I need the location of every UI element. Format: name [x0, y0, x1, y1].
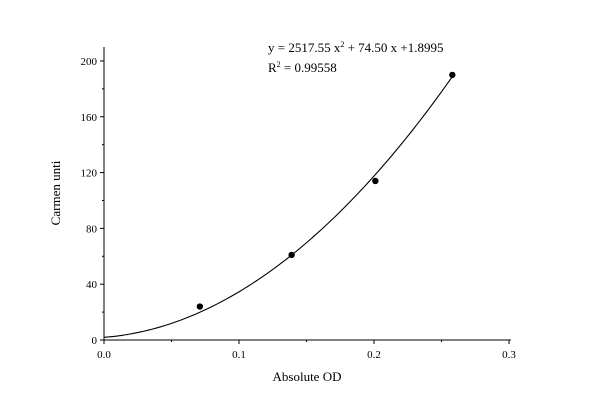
data-point: [372, 177, 379, 185]
x-axis-title: Absolute OD: [273, 369, 342, 384]
x-tick-label: 0.3: [502, 349, 516, 361]
data-point: [288, 251, 295, 259]
r2-exponent: 2: [277, 60, 281, 69]
y-tick-label: 160: [81, 112, 98, 124]
y-tick-label: 80: [86, 223, 98, 235]
y-ticks: 0 40 80 120 160 200: [81, 56, 104, 347]
y-tick-label: 200: [81, 56, 98, 68]
axes: [103, 47, 511, 341]
equation-suffix: + 74.50 x +1.8995: [344, 40, 443, 55]
r-squared: R2 = 0.99558: [268, 60, 337, 75]
y-tick-label: 40: [86, 279, 98, 291]
data-points: [196, 71, 456, 310]
x-tick-label: 0.2: [367, 349, 381, 361]
fit-curve: [103, 76, 453, 338]
y-axis-title: Carmen unti: [48, 160, 63, 225]
r2-label: R: [268, 60, 277, 75]
equation-exponent: 2: [340, 40, 344, 49]
fit-equation: y = 2517.55 x2 + 74.50 x +1.8995: [268, 40, 444, 55]
data-point: [449, 71, 456, 79]
x-tick-label: 0.0: [97, 349, 111, 361]
r2-value: = 0.99558: [281, 60, 337, 75]
x-ticks: 0.0 0.1 0.2 0.3: [97, 340, 516, 361]
equation-prefix: y = 2517.55 x: [268, 40, 341, 55]
y-tick-label: 0: [92, 335, 98, 347]
x-tick-label: 0.1: [232, 349, 246, 361]
y-tick-label: 120: [81, 168, 98, 180]
data-point: [196, 303, 204, 310]
